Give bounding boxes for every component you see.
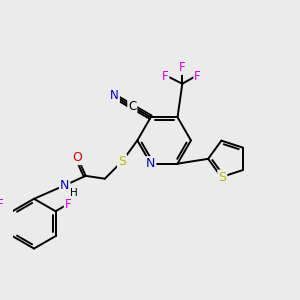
Text: F: F [65, 198, 71, 211]
Text: C: C [128, 100, 136, 113]
Text: F: F [179, 61, 186, 74]
Text: F: F [162, 70, 168, 83]
Text: N: N [110, 89, 119, 102]
Text: S: S [218, 170, 226, 184]
Text: N: N [60, 179, 69, 192]
Text: H: H [70, 188, 78, 198]
Text: N: N [146, 157, 155, 170]
Text: F: F [0, 198, 3, 211]
Text: F: F [194, 70, 201, 83]
Text: S: S [118, 155, 126, 168]
Text: O: O [72, 151, 82, 164]
